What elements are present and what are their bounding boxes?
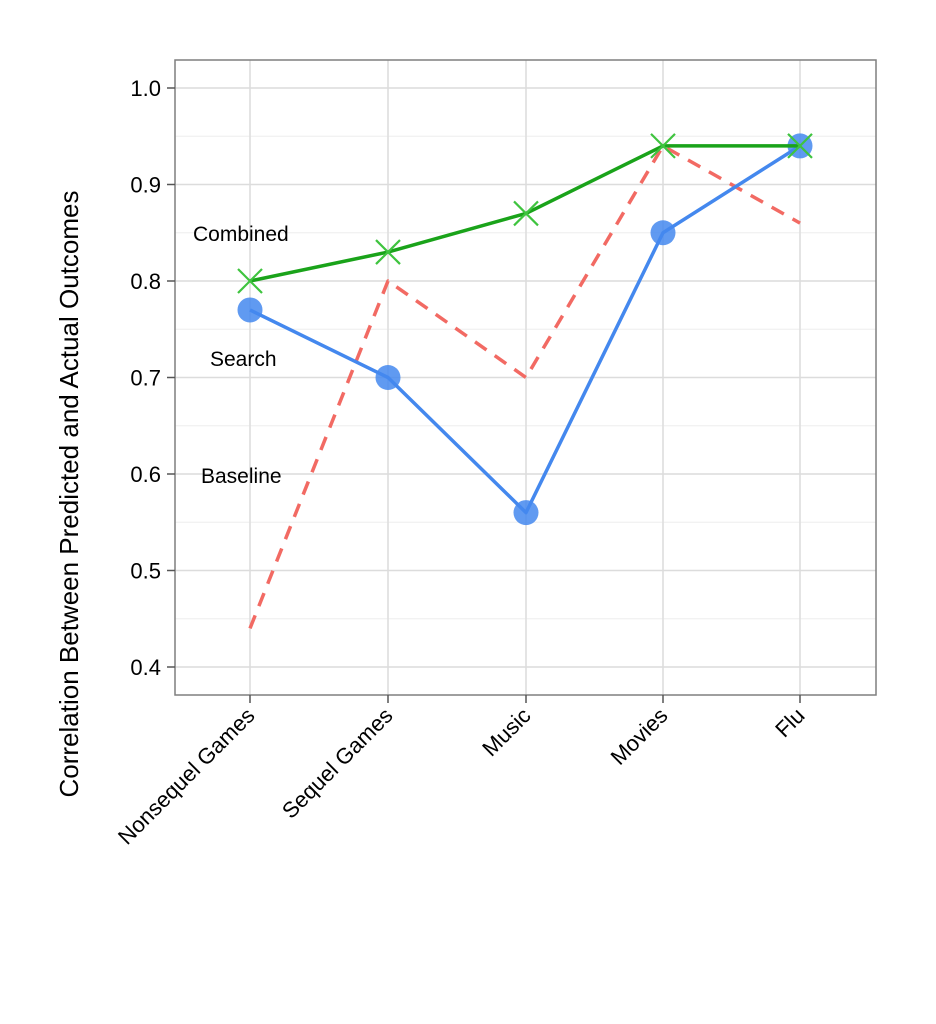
series-labels: Combined Search Baseline [193,223,289,488]
y-tick-label: 0.6 [130,462,161,487]
y-tick-label: 0.8 [130,269,161,294]
y-tick-label: 1.0 [130,76,161,101]
x-tick-label: Movies [606,703,673,770]
data-point-combined [513,200,539,227]
x-tick-label: Music [477,703,535,761]
y-tick-label: 0.4 [130,655,161,680]
data-point-search [650,220,676,246]
x-axis: Nonsequel Games Sequel Games Music Movies Fl… [113,695,810,849]
series-label-baseline: Baseline [201,465,282,488]
x-marker-stroke [237,268,263,294]
x-tick-label: Sequel Games [277,703,398,824]
series-line-baseline [248,144,801,630]
y-tick-label: 0.5 [130,559,161,584]
y-axis-title: Correlation Between Predicted and Actual… [54,190,84,797]
y-tick-label: 0.9 [130,173,161,198]
x-marker-stroke [375,239,401,265]
data-point-search [375,365,401,390]
y-tick-label: 0.7 [130,366,161,391]
x-marker-stroke [513,200,539,227]
data-point-combined [375,239,401,265]
series-label-search: Search [210,348,277,371]
y-axis: 0.4 0.5 0.6 0.7 0.8 0.9 1.0 [130,76,175,680]
data-point-combined [237,268,263,294]
series-label-combined: Combined [193,223,289,246]
data-point-search [513,500,539,526]
x-marker-stroke [650,133,676,159]
x-marker-stroke [787,133,813,159]
data-point-search [237,297,263,323]
data-point-combined [650,133,676,159]
series [237,133,813,630]
x-tick-label: Flu [770,703,809,742]
x-tick-label: Nonsequel Games [113,703,260,850]
data-point-combined [787,133,813,159]
